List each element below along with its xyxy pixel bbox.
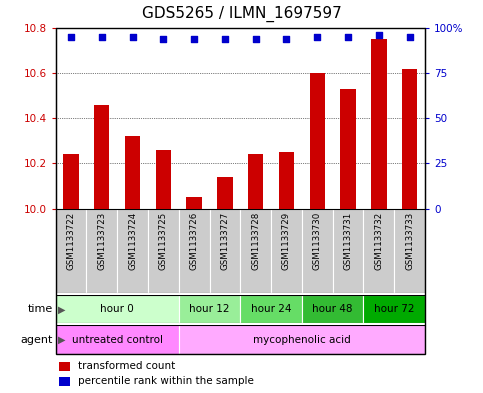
Bar (402, 69, 417, 209)
Text: ▶: ▶ (58, 334, 66, 345)
Point (283, 36, 290, 42)
Bar (179, 295, 240, 323)
Bar (86, 209, 117, 293)
Bar (210, 209, 240, 293)
Bar (248, 154, 263, 209)
Text: hour 12: hour 12 (189, 304, 230, 314)
Point (406, 34, 413, 40)
Point (98, 34, 106, 40)
Text: GSM1133726: GSM1133726 (190, 212, 199, 270)
Bar (333, 209, 364, 293)
Bar (59, 377, 71, 386)
Text: GSM1133728: GSM1133728 (251, 212, 260, 270)
Point (313, 34, 321, 40)
Bar (341, 89, 356, 209)
Bar (117, 209, 148, 293)
Text: agent: agent (21, 334, 53, 345)
Text: GSM1133733: GSM1133733 (405, 212, 414, 270)
Text: hour 72: hour 72 (374, 304, 414, 314)
Bar (94, 105, 110, 209)
Text: GSM1133729: GSM1133729 (282, 212, 291, 270)
Bar (179, 325, 425, 354)
Text: GSM1133722: GSM1133722 (67, 212, 75, 270)
Bar (364, 295, 425, 323)
Bar (179, 209, 210, 293)
Bar (156, 150, 171, 209)
Text: untreated control: untreated control (71, 334, 163, 345)
Text: transformed count: transformed count (78, 361, 175, 371)
Bar (217, 177, 233, 209)
Text: hour 24: hour 24 (251, 304, 291, 314)
Bar (63, 154, 79, 209)
Bar (271, 209, 302, 293)
Bar (59, 362, 71, 371)
Text: mycophenolic acid: mycophenolic acid (253, 334, 351, 345)
Text: GSM1133724: GSM1133724 (128, 212, 137, 270)
Bar (310, 73, 325, 209)
Text: hour 0: hour 0 (100, 304, 134, 314)
Bar (279, 152, 294, 209)
Point (128, 34, 136, 40)
Text: GSM1133730: GSM1133730 (313, 212, 322, 270)
Bar (186, 197, 202, 209)
Point (67, 34, 75, 40)
Text: percentile rank within the sample: percentile rank within the sample (78, 376, 254, 386)
Bar (56, 209, 86, 293)
Point (221, 36, 229, 42)
Bar (364, 209, 394, 293)
Text: GSM1133723: GSM1133723 (97, 212, 106, 270)
Text: ▶: ▶ (58, 304, 66, 314)
Bar (148, 209, 179, 293)
Point (344, 34, 352, 40)
Bar (56, 325, 179, 354)
Bar (302, 295, 364, 323)
Text: GSM1133732: GSM1133732 (374, 212, 384, 270)
Bar (240, 209, 271, 293)
Bar (240, 295, 302, 323)
Bar (56, 295, 179, 323)
Point (375, 32, 383, 38)
Text: GSM1133727: GSM1133727 (220, 212, 229, 270)
Text: hour 48: hour 48 (313, 304, 353, 314)
Text: GSM1133725: GSM1133725 (159, 212, 168, 270)
Point (252, 36, 259, 42)
Text: GSM1133731: GSM1133731 (343, 212, 353, 270)
Point (190, 36, 198, 42)
Bar (302, 209, 333, 293)
Text: GDS5265 / ILMN_1697597: GDS5265 / ILMN_1697597 (142, 6, 341, 22)
Point (159, 36, 167, 42)
Bar (371, 39, 386, 209)
Bar (125, 136, 140, 209)
Text: time: time (28, 304, 53, 314)
Bar (394, 209, 425, 293)
